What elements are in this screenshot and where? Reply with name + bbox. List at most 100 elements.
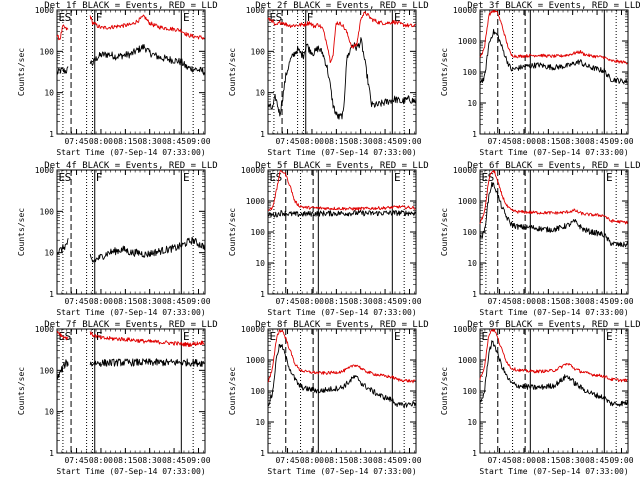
y-axis-label: Counts/sec (228, 48, 237, 96)
region-label: E (394, 171, 401, 184)
y-axis-label: Counts/sec (228, 367, 237, 415)
panel-title: Det 5f BLACK = Events, RED = LLD (255, 161, 428, 171)
x-tick-label: 08:00 (300, 137, 324, 146)
panel-det-4: Det 4f BLACK = Events, RED = LLD Counts/s… (17, 161, 218, 317)
x-tick-label: 08:15 (113, 456, 137, 465)
x-tick-label: 08:00 (89, 297, 113, 306)
y-tick-label: 1 (260, 449, 265, 458)
y-axis-label: Counts/sec (440, 48, 449, 96)
y-axis-label: Counts/sec (17, 367, 26, 415)
x-tick-label: 09:00 (397, 456, 421, 465)
y-tick-label: 10000 (241, 325, 265, 334)
panel-det-5: Det 5f BLACK = Events, RED = LLD Counts/s… (228, 161, 429, 317)
series-events-line (56, 358, 205, 381)
x-tick-label: 08:45 (585, 456, 609, 465)
panel-title: Det 9f BLACK = Events, RED = LLD (467, 320, 640, 330)
series-lld-line (267, 329, 416, 384)
x-tick-label: 07:45 (487, 297, 511, 306)
panel-title: Det 3f BLACK = Events, RED = LLD (467, 1, 640, 11)
panel-det-7: Det 7f BLACK = Events, RED = LLD Counts/s… (17, 320, 218, 476)
region-label: E (183, 330, 190, 343)
x-axis-label: Start Time (07-Sep-14 07:33:00) (479, 308, 628, 317)
y-axis-label: Counts/sec (17, 48, 26, 96)
panel-title: Det 8f BLACK = Events, RED = LLD (255, 320, 428, 330)
panel-det-8: Det 8f BLACK = Events, RED = LLD Counts/s… (228, 320, 429, 476)
panel-det-3: Det 3f BLACK = Events, RED = LLD Counts/s… (440, 1, 640, 157)
x-tick-label: 08:30 (561, 137, 585, 146)
y-tick-label: 1 (472, 449, 477, 458)
x-tick-label: 08:00 (89, 137, 113, 146)
region-label: S (65, 11, 72, 24)
x-tick-label: 08:15 (113, 137, 137, 146)
region-label: E (183, 11, 190, 24)
y-tick-label: 1000 (246, 356, 265, 365)
x-axis-label: Start Time (07-Sep-14 07:33:00) (267, 308, 416, 317)
panel-title: Det 1f BLACK = Events, RED = LLD (44, 1, 217, 11)
y-tick-label: 100 (463, 228, 478, 237)
y-tick-label: 10 (44, 89, 54, 98)
x-tick-label: 08:30 (138, 456, 162, 465)
x-tick-label: 08:15 (536, 456, 560, 465)
x-tick-label: 07:45 (275, 456, 299, 465)
x-tick-label: 08:00 (512, 297, 536, 306)
panel-det-1: Det 1f BLACK = Events, RED = LLD Counts/s… (17, 1, 218, 157)
x-tick-label: 07:45 (64, 137, 88, 146)
region-label: E (481, 330, 488, 343)
y-tick-label: 1 (49, 449, 54, 458)
y-tick-label: 1000 (35, 166, 54, 175)
x-tick-label: 09:00 (186, 456, 210, 465)
plot-frame (56, 9, 206, 135)
series-lld-line (479, 328, 628, 383)
y-tick-label: 1000 (458, 197, 477, 206)
series-events-line (267, 37, 416, 120)
x-tick-label: 08:00 (89, 456, 113, 465)
plot-frame (267, 169, 417, 295)
series-lld-line (56, 331, 205, 347)
x-tick-label: 08:45 (373, 297, 397, 306)
x-tick-label: 08:30 (561, 297, 585, 306)
y-tick-label: 1 (260, 290, 265, 299)
region-label: E (606, 330, 613, 343)
x-tick-label: 07:45 (275, 297, 299, 306)
plot-frame (479, 169, 629, 295)
y-tick-label: 10 (44, 408, 54, 417)
panel-title: Det 2f BLACK = Events, RED = LLD (255, 1, 428, 11)
x-tick-label: 08:15 (324, 297, 348, 306)
x-tick-label: 07:45 (275, 137, 299, 146)
series-events-line (267, 343, 416, 409)
x-tick-label: 08:45 (585, 137, 609, 146)
series-events-line (479, 181, 628, 248)
region-label: E (269, 330, 276, 343)
y-tick-label: 100 (40, 207, 55, 216)
region-label: F (307, 11, 314, 24)
x-tick-label: 09:00 (397, 297, 421, 306)
y-tick-label: 1 (49, 290, 54, 299)
plot-frame (479, 328, 629, 454)
region-label: S (65, 330, 72, 343)
y-tick-label: 100 (251, 47, 266, 56)
x-tick-label: 09:00 (186, 137, 210, 146)
x-tick-label: 08:30 (138, 137, 162, 146)
x-tick-label: 09:00 (609, 137, 633, 146)
y-tick-label: 100 (40, 366, 55, 375)
y-tick-label: 100 (251, 387, 266, 396)
y-tick-label: 10 (467, 418, 477, 427)
series-lld-line (479, 169, 628, 225)
x-tick-label: 09:00 (397, 137, 421, 146)
series-lld-line (479, 9, 628, 65)
region-label: E (58, 171, 65, 184)
region-label: E (269, 11, 276, 24)
panel-title: Det 4f BLACK = Events, RED = LLD (44, 161, 217, 171)
y-tick-label: 10000 (453, 166, 477, 175)
y-tick-label: 100 (40, 47, 55, 56)
y-tick-label: 100 (463, 68, 478, 77)
panel-det-9: Det 9f BLACK = Events, RED = LLD Counts/s… (440, 320, 640, 476)
x-tick-label: 08:00 (512, 456, 536, 465)
x-tick-label: 08:45 (162, 456, 186, 465)
x-tick-label: 08:45 (373, 137, 397, 146)
x-tick-label: 08:30 (561, 456, 585, 465)
x-axis-label: Start Time (07-Sep-14 07:33:00) (56, 467, 205, 476)
region-label: E (394, 11, 401, 24)
series-events-line (56, 236, 205, 263)
